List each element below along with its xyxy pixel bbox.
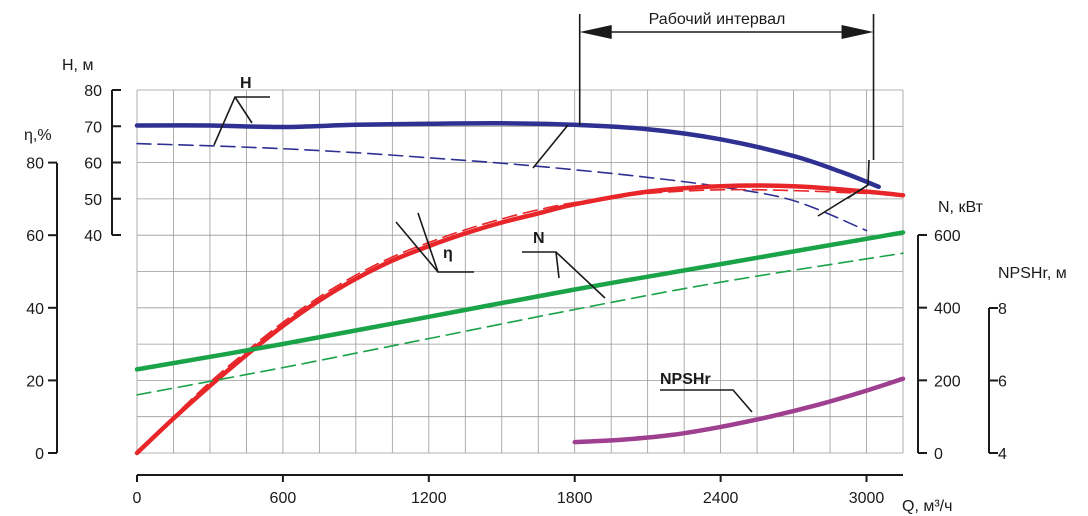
efficiency-leader-2 — [395, 221, 439, 273]
x-tick-label: 1800 — [557, 490, 593, 507]
x-tick-label: 1200 — [411, 490, 447, 507]
power-curve-label: N — [533, 230, 545, 247]
head-axis-tick-label: 60 — [84, 156, 102, 173]
x-axis-label: Q, м³/ч — [902, 498, 952, 515]
npshr-curve-label: NPSHr — [660, 371, 711, 388]
efficiency-axis-tick-label: 80 — [26, 156, 44, 173]
power-leader-2 — [555, 251, 560, 279]
head-leader-1 — [213, 96, 270, 146]
efficiency-axis-tick-label: 60 — [26, 228, 44, 245]
head-leader-2 — [234, 96, 253, 124]
x-tick-label: 0 — [133, 490, 142, 507]
efficiency-axis-tick-label: 0 — [35, 446, 44, 463]
head-curve-dashed — [136, 142, 868, 232]
power-axis-tick-label: 200 — [934, 373, 961, 390]
head-curve-label: H — [240, 75, 252, 92]
power-curve-dashed — [136, 252, 904, 396]
npshr-leader — [660, 389, 753, 413]
working-interval-label: Рабочий интервал — [649, 11, 786, 28]
head-axis-tick-label: 70 — [84, 119, 102, 136]
chart-axes: 0 600 1200 1800 2400 3000 40 50 60 70 80 0 20 40 60 80 0… — [26, 83, 1007, 507]
head-curve — [134, 121, 881, 190]
chart-annotations — [213, 14, 875, 413]
head-axis-tick-label: 80 — [84, 83, 102, 100]
x-tick-label: 2400 — [703, 490, 739, 507]
head-axis-tick-label: 40 — [84, 228, 102, 245]
efficiency-curve — [134, 183, 906, 456]
efficiency-axis-tick-label: 40 — [26, 301, 44, 318]
efficiency-axis-label: η,% — [24, 127, 52, 144]
head-axis-tick-label: 50 — [84, 192, 102, 209]
power-curve — [134, 230, 906, 372]
interval-leader-right-h — [847, 184, 869, 199]
npshr-axis-label: NPSHr, м — [998, 265, 1067, 282]
x-tick-label: 3000 — [849, 490, 885, 507]
npshr-axis-tick-label: 4 — [998, 446, 1007, 463]
interval-arrow-left — [579, 25, 612, 39]
power-axis-label: N, кВт — [938, 199, 984, 216]
x-tick-label: 600 — [270, 490, 297, 507]
interval-leader-left — [532, 124, 569, 169]
head-axis-label: H, м — [62, 57, 93, 74]
interval-arrow-right — [841, 25, 874, 39]
efficiency-curve-label: η — [443, 245, 453, 262]
power-axis-tick-label: 400 — [934, 301, 961, 318]
npshr-axis-tick-label: 6 — [998, 374, 1007, 391]
efficiency-curve-dashed — [136, 188, 868, 454]
npshr-axis-tick-label: 8 — [998, 301, 1007, 318]
power-axis-tick-label: 0 — [934, 446, 943, 463]
chart-curves — [134, 121, 906, 456]
npshr-curve — [572, 376, 906, 445]
power-axis-tick-label: 600 — [934, 228, 961, 245]
efficiency-axis-tick-label: 20 — [26, 373, 44, 390]
